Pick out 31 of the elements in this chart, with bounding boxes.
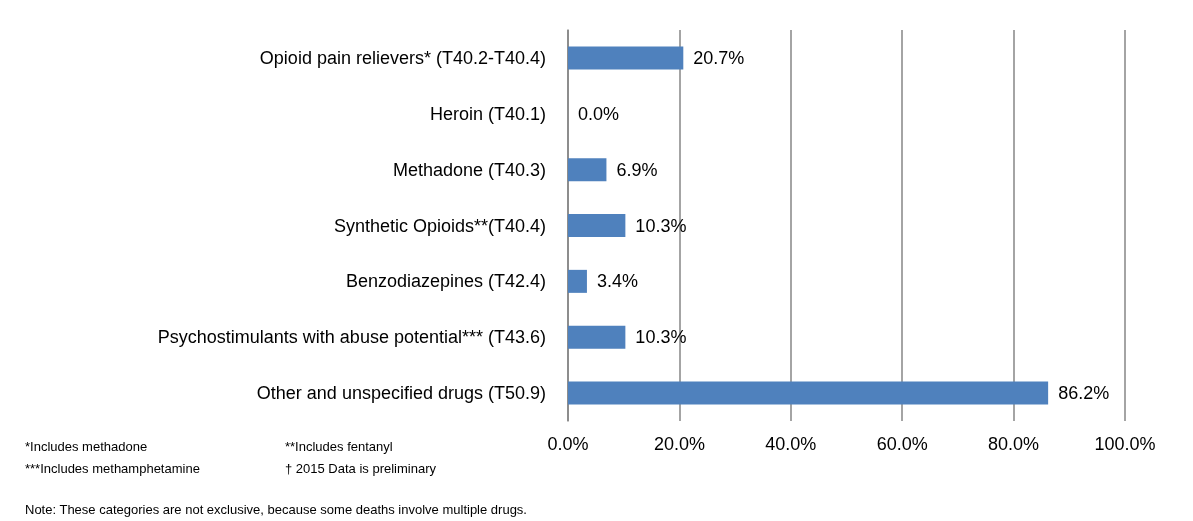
text: † 2015 Data is preliminary bbox=[285, 461, 437, 476]
text: *Includes methadone bbox=[25, 439, 148, 454]
text: Note: These categories are not exclusive, because some deaths involve multiple drugs. bbox=[25, 502, 527, 517]
x-tick-label: 20.0% bbox=[653, 434, 705, 454]
bar bbox=[568, 381, 1049, 405]
y-tick-label: Methadone (T40.3) bbox=[392, 159, 546, 180]
x-tick-label: 60.0% bbox=[876, 434, 928, 454]
y-tick-label: Psychostimulants with abuse potential*** (T43.6) bbox=[157, 327, 546, 348]
x-tick-label: 40.0% bbox=[765, 434, 817, 454]
y-tick-label: Other and unspecified drugs (T50.9) bbox=[256, 383, 546, 404]
y-tick-label: Heroin (T40.1) bbox=[429, 103, 546, 124]
data-label: 10.3% bbox=[635, 327, 687, 348]
y-tick-label: Opioid pain relievers* (T40.2-T40.4) bbox=[259, 47, 546, 68]
bar bbox=[568, 325, 626, 349]
data-label: 6.9% bbox=[616, 159, 658, 180]
bar bbox=[568, 158, 607, 182]
bar bbox=[568, 269, 587, 293]
text: ***Includes methamphetamine bbox=[25, 461, 200, 476]
text: **Includes fentanyl bbox=[285, 439, 393, 454]
data-label: 20.7% bbox=[693, 47, 745, 68]
y-tick-label: Benzodiazepines (T42.4) bbox=[345, 271, 546, 292]
data-label: 10.3% bbox=[635, 215, 687, 236]
data-label: 3.4% bbox=[596, 271, 638, 292]
x-tick-label: 0.0% bbox=[547, 434, 589, 454]
data-label: 86.2% bbox=[1058, 383, 1110, 404]
y-tick-label: Synthetic Opioids**(T40.4) bbox=[333, 215, 546, 236]
x-tick-label: 100.0% bbox=[1094, 434, 1156, 454]
bar bbox=[568, 46, 684, 70]
data-label: 0.0% bbox=[578, 103, 620, 124]
bar bbox=[568, 214, 626, 237]
x-tick-label: 80.0% bbox=[988, 434, 1040, 454]
